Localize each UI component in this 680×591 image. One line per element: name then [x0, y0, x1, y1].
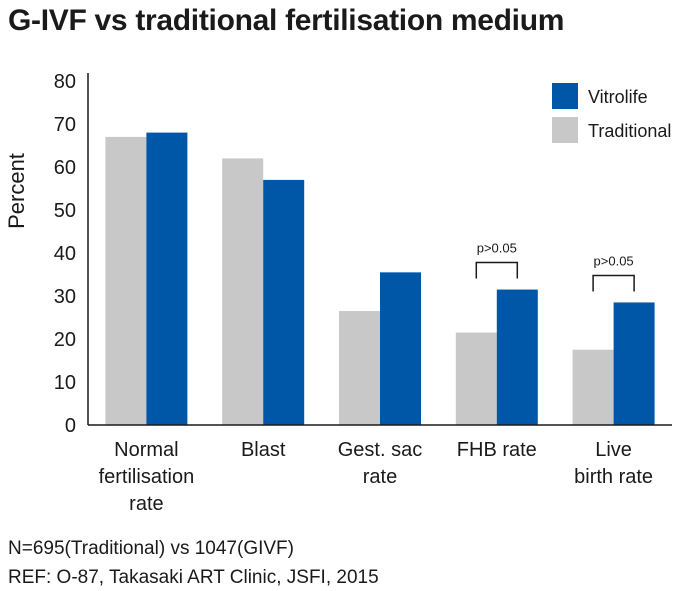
y-tick-label: 60	[54, 157, 76, 179]
x-tick-label: Normal	[114, 439, 178, 461]
significance-bracket	[592, 274, 635, 292]
bar-traditional-2	[339, 311, 380, 425]
x-tick-label: birth rate	[574, 466, 653, 488]
bar-vitrolife-2	[380, 272, 421, 425]
y-tick-label: 40	[54, 243, 76, 265]
x-tick-label: fertilisation	[99, 466, 195, 488]
y-tick-label: 20	[54, 329, 76, 351]
y-axis-label: Percent	[4, 153, 29, 229]
legend-label: Traditional	[588, 121, 671, 141]
bar-traditional-3	[455, 332, 497, 425]
y-tick-label: 70	[54, 114, 76, 136]
y-tick-label: 30	[54, 286, 76, 308]
significance-bracket	[475, 261, 519, 279]
bar-chart: Percent 0 10 20 30 40 50 60 70 80 Normal fertilisat…	[4, 71, 672, 515]
bar-traditional-4	[572, 349, 614, 425]
bar-vitrolife-3	[496, 289, 538, 425]
bar-traditional-1	[222, 158, 264, 425]
bar-vitrolife-1	[263, 179, 305, 425]
y-tick-label: 50	[54, 200, 76, 222]
x-tick-label: rate	[129, 493, 163, 515]
legend-swatch-vitrolife	[552, 83, 578, 109]
x-tick-label: Live	[595, 439, 632, 461]
x-tick-label: Gest. sac	[338, 439, 422, 461]
chart-title: G-IVF vs traditional fertilisation mediu…	[8, 4, 565, 37]
annotation-label: p>0.05	[594, 253, 634, 268]
reference-note: REF: O-87, Takasaki ART Clinic, JSFI, 20…	[8, 567, 379, 588]
legend-swatch-traditional	[552, 117, 578, 143]
annotation-label: p>0.05	[477, 241, 517, 256]
y-tick-label: 0	[65, 415, 76, 437]
x-tick-label: Blast	[241, 439, 286, 461]
sample-size-note: N=695(Traditional) vs 1047(GIVF)	[8, 538, 294, 559]
y-tick-label: 10	[54, 372, 76, 394]
x-tick-label: rate	[363, 466, 397, 488]
bar-vitrolife-4	[613, 302, 655, 425]
bar-vitrolife-0	[146, 132, 188, 425]
bar-traditional-0	[105, 136, 147, 425]
x-tick-label: FHB rate	[457, 439, 537, 461]
legend-label: Vitrolife	[588, 87, 648, 107]
y-tick-label: 80	[54, 71, 76, 93]
